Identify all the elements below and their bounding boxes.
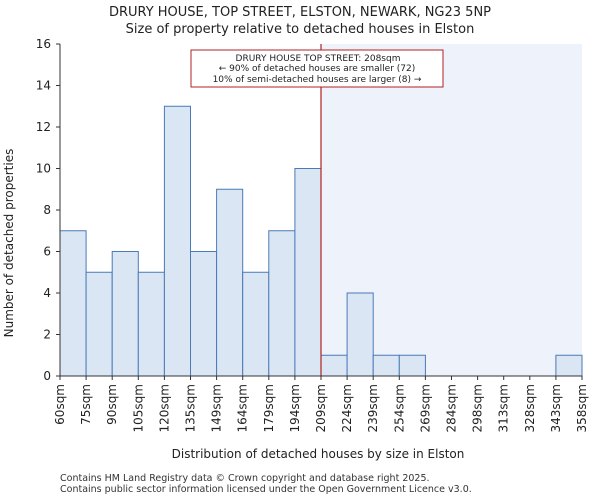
- y-tick-label: 16: [36, 37, 51, 51]
- y-ticks: 0 2 4 6 8 10 12 14 16: [36, 37, 60, 383]
- x-ticks: 60sqm 75sqm 90sqm 105sqm 120sqm 135sqm 149sqm 1…: [53, 376, 589, 432]
- annotation: DRURY HOUSE TOP STREET: 208sqm ← 90% of …: [190, 49, 444, 88]
- bar-90sqm: [111, 251, 139, 377]
- x-tick-label: 105sqm: [131, 384, 145, 432]
- footer-line1: Contains HM Land Registry data © Crown c…: [60, 473, 430, 484]
- bar-164sqm: [242, 271, 270, 377]
- x-tick-label: 343sqm: [549, 384, 563, 432]
- x-tick-label: 209sqm: [314, 384, 328, 432]
- footer-line2: Contains public sector information licen…: [60, 484, 472, 495]
- x-tick-label: 179sqm: [262, 384, 276, 432]
- y-tick-label: 2: [43, 328, 51, 342]
- x-tick-label: 149sqm: [210, 384, 224, 432]
- bar-254sqm: [398, 354, 426, 377]
- chart-subtitle: Size of property relative to detached ho…: [126, 22, 475, 37]
- bar-60sqm: [59, 230, 87, 377]
- bar-209sqm: [320, 354, 348, 377]
- bar-75sqm: [85, 271, 113, 377]
- x-axis-label: Distribution of detached houses by size …: [172, 447, 465, 461]
- x-tick-label: 120sqm: [157, 384, 171, 432]
- x-tick-label: 60sqm: [53, 384, 67, 425]
- y-axis-label: Number of detached properties: [2, 149, 16, 338]
- annotation-line2: ← 90% of detached houses are smaller (72…: [219, 64, 416, 74]
- x-tick-label: 239sqm: [366, 384, 380, 432]
- bar-343sqm: [555, 354, 583, 377]
- bar-149sqm: [216, 188, 244, 377]
- y-tick-label: 10: [36, 162, 51, 176]
- x-tick-label: 90sqm: [105, 384, 119, 425]
- chart-title: DRURY HOUSE, TOP STREET, ELSTON, NEWARK,…: [109, 5, 491, 20]
- x-tick-label: 328sqm: [523, 384, 537, 432]
- bar-179sqm: [268, 230, 296, 377]
- x-tick-label: 194sqm: [288, 384, 302, 432]
- x-tick-label: 164sqm: [236, 384, 250, 432]
- y-tick-label: 12: [36, 120, 51, 134]
- y-tick-label: 4: [43, 286, 51, 300]
- bar-105sqm: [137, 271, 165, 377]
- bar-224sqm: [346, 292, 374, 377]
- bar-135sqm: [190, 251, 218, 377]
- y-tick-label: 6: [43, 245, 51, 259]
- annotation-line1: DRURY HOUSE TOP STREET: 208sqm: [236, 54, 401, 64]
- y-tick-label: 14: [36, 79, 51, 93]
- annotation-box: [190, 49, 444, 88]
- y-tick-label: 8: [43, 203, 51, 217]
- bars: [59, 105, 583, 377]
- x-tick-label: 75sqm: [79, 384, 93, 425]
- x-tick-label: 254sqm: [392, 384, 406, 432]
- x-tick-label: 269sqm: [418, 384, 432, 432]
- x-tick-label: 284sqm: [445, 384, 459, 432]
- x-tick-label: 224sqm: [340, 384, 354, 432]
- bar-194sqm: [294, 168, 322, 377]
- x-tick-label: 313sqm: [497, 384, 511, 432]
- y-tick-label: 0: [43, 369, 51, 383]
- x-tick-label: 135sqm: [184, 384, 198, 432]
- annotation-line3: 10% of semi-detached houses are larger (…: [213, 75, 422, 85]
- bar-120sqm: [163, 105, 191, 377]
- x-tick-label: 298sqm: [471, 384, 485, 432]
- x-tick-label: 358sqm: [575, 384, 589, 432]
- bar-239sqm: [372, 354, 400, 377]
